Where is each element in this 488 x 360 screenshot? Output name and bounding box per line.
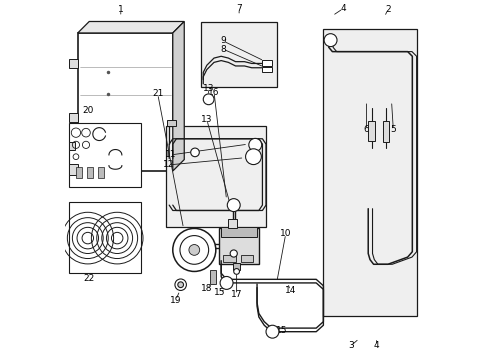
Bar bbox=[69, 123, 140, 187]
Circle shape bbox=[175, 279, 186, 291]
Text: 11: 11 bbox=[165, 150, 176, 159]
Text: 4: 4 bbox=[340, 4, 345, 13]
Text: 8: 8 bbox=[220, 45, 225, 54]
Text: 15: 15 bbox=[276, 326, 287, 335]
Circle shape bbox=[245, 149, 261, 165]
Bar bbox=[221, 226, 257, 237]
Text: 6: 6 bbox=[363, 125, 368, 134]
Bar bbox=[261, 67, 271, 72]
Circle shape bbox=[190, 148, 199, 157]
Bar bbox=[76, 167, 81, 178]
Circle shape bbox=[230, 250, 237, 257]
Bar bbox=[201, 22, 276, 87]
Text: 3: 3 bbox=[347, 341, 353, 350]
Circle shape bbox=[188, 244, 199, 255]
Text: 2: 2 bbox=[385, 5, 390, 14]
Circle shape bbox=[172, 228, 215, 271]
Text: 12: 12 bbox=[163, 161, 174, 170]
Text: 22: 22 bbox=[82, 274, 94, 283]
Bar bbox=[78, 33, 172, 171]
Text: 21: 21 bbox=[152, 89, 163, 98]
Circle shape bbox=[227, 199, 240, 212]
Text: 17: 17 bbox=[230, 290, 242, 299]
Bar bbox=[323, 30, 416, 316]
Text: 19: 19 bbox=[169, 296, 181, 305]
Text: 18: 18 bbox=[201, 284, 212, 293]
Circle shape bbox=[265, 325, 278, 338]
Circle shape bbox=[233, 269, 239, 274]
Bar bbox=[69, 142, 75, 149]
Bar bbox=[69, 59, 78, 68]
Bar bbox=[223, 255, 235, 262]
Text: 4: 4 bbox=[373, 341, 379, 350]
Circle shape bbox=[203, 94, 214, 105]
Bar bbox=[261, 60, 271, 66]
Bar bbox=[209, 270, 216, 284]
Text: 16: 16 bbox=[208, 87, 219, 96]
Text: 15: 15 bbox=[214, 288, 225, 297]
Bar bbox=[241, 255, 253, 262]
Bar bbox=[69, 202, 140, 273]
Circle shape bbox=[248, 138, 261, 151]
Bar bbox=[69, 113, 78, 122]
Bar bbox=[98, 167, 104, 178]
Text: 5: 5 bbox=[389, 125, 395, 134]
Bar bbox=[69, 164, 78, 175]
Bar bbox=[87, 167, 93, 178]
Text: 13: 13 bbox=[201, 115, 212, 124]
Circle shape bbox=[180, 235, 208, 264]
Bar bbox=[367, 121, 375, 140]
Bar bbox=[165, 126, 265, 226]
Text: 20: 20 bbox=[82, 105, 94, 114]
Text: 9: 9 bbox=[220, 36, 225, 45]
Bar bbox=[219, 228, 258, 264]
Circle shape bbox=[220, 276, 233, 289]
Text: 10: 10 bbox=[280, 229, 291, 238]
Text: 14: 14 bbox=[284, 286, 296, 295]
Circle shape bbox=[324, 34, 336, 46]
Bar bbox=[166, 120, 175, 126]
Text: 13: 13 bbox=[203, 84, 214, 93]
Text: 7: 7 bbox=[236, 4, 242, 13]
Text: 1: 1 bbox=[118, 5, 123, 14]
Bar bbox=[233, 263, 240, 270]
Bar bbox=[382, 121, 388, 142]
Polygon shape bbox=[172, 22, 184, 171]
Circle shape bbox=[178, 282, 183, 288]
Bar bbox=[228, 220, 237, 228]
Polygon shape bbox=[78, 22, 184, 33]
